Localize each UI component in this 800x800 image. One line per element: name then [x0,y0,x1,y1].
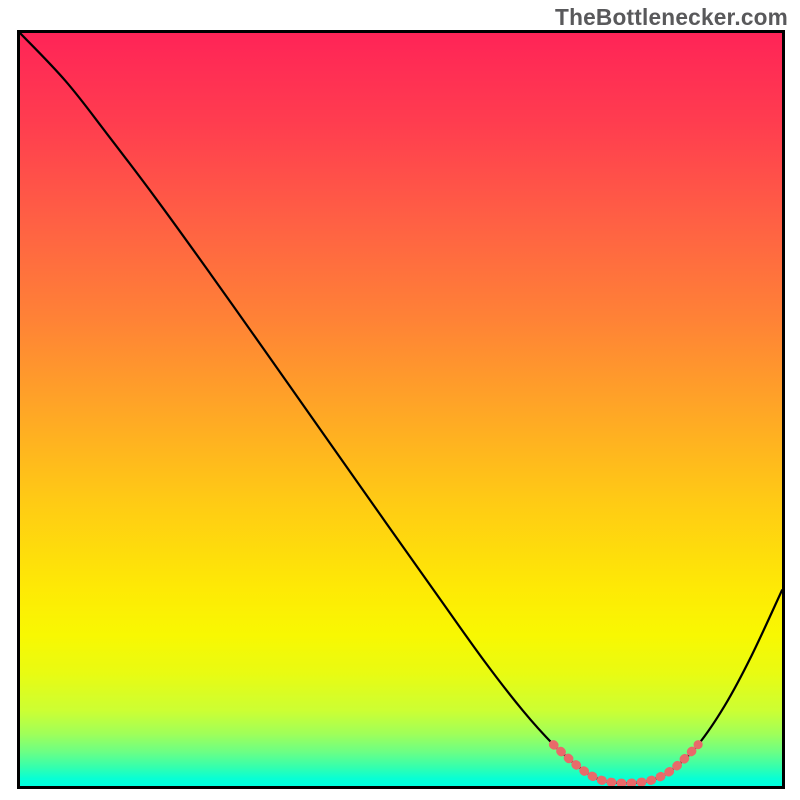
plot-area [17,30,785,789]
plot-svg-overlay [20,33,782,786]
bottleneck-curve [20,33,782,783]
chart-stage: TheBottlenecker.com [0,0,800,800]
optimal-range-highlight [553,745,698,784]
watermark-text: TheBottlenecker.com [555,4,788,31]
